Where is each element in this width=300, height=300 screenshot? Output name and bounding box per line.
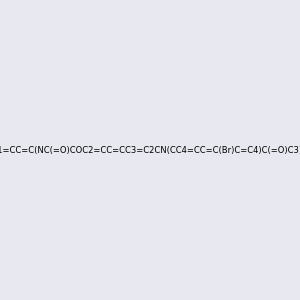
Text: CCOC1=CC=C(NC(=O)COC2=CC=CC3=C2CN(CC4=CC=C(Br)C=C4)C(=O)C3)C=C1: CCOC1=CC=C(NC(=O)COC2=CC=CC3=C2CN(CC4=CC… <box>0 146 300 154</box>
